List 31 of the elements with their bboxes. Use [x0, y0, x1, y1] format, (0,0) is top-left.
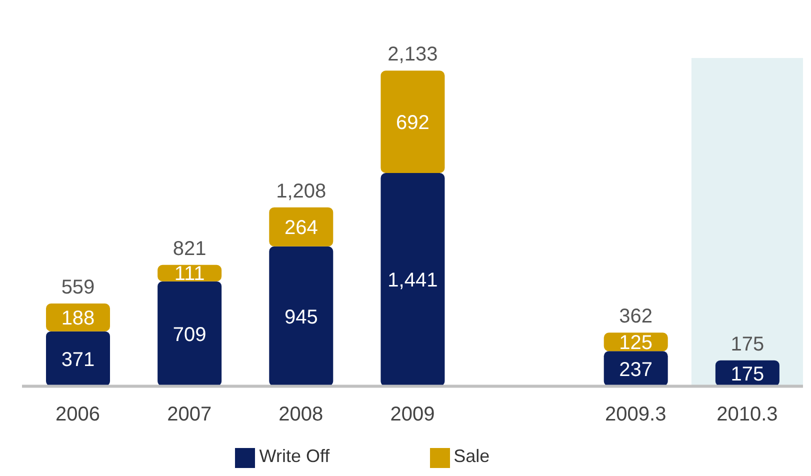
total-label: 2,133 — [388, 44, 438, 66]
data-label: 125 — [619, 332, 653, 354]
total-label: 175 — [730, 333, 764, 356]
data-label: 1,441 — [388, 270, 438, 292]
total-label: 362 — [619, 306, 653, 328]
bar — [380, 70, 445, 174]
x-tick-label: 2009.3 — [605, 403, 666, 426]
legend-label: Write Off — [259, 446, 330, 466]
x-tick-label: 2010.3 — [716, 403, 778, 426]
data-label: 264 — [284, 216, 318, 239]
total-label: 1,208 — [276, 180, 326, 202]
bar — [269, 207, 334, 246]
data-label: 371 — [61, 348, 95, 371]
data-label: 111 — [174, 263, 205, 286]
bar — [158, 281, 222, 386]
x-tick-label: 2007 — [167, 403, 212, 426]
data-label: 709 — [172, 324, 206, 346]
x-tick-label: 2006 — [56, 403, 100, 426]
bar — [380, 173, 445, 386]
data-label: 945 — [284, 306, 318, 328]
legend-label: Sale — [454, 446, 490, 466]
x-tick-label: 2009 — [390, 403, 435, 426]
bar — [269, 246, 334, 386]
data-label: 237 — [619, 358, 653, 381]
total-label: 821 — [172, 238, 206, 260]
bar — [46, 331, 110, 386]
total-label: 559 — [61, 276, 95, 299]
data-label: 175 — [730, 363, 764, 386]
data-label: 692 — [396, 112, 430, 134]
data-label: 188 — [61, 308, 95, 330]
x-tick-label: 2008 — [278, 403, 324, 426]
